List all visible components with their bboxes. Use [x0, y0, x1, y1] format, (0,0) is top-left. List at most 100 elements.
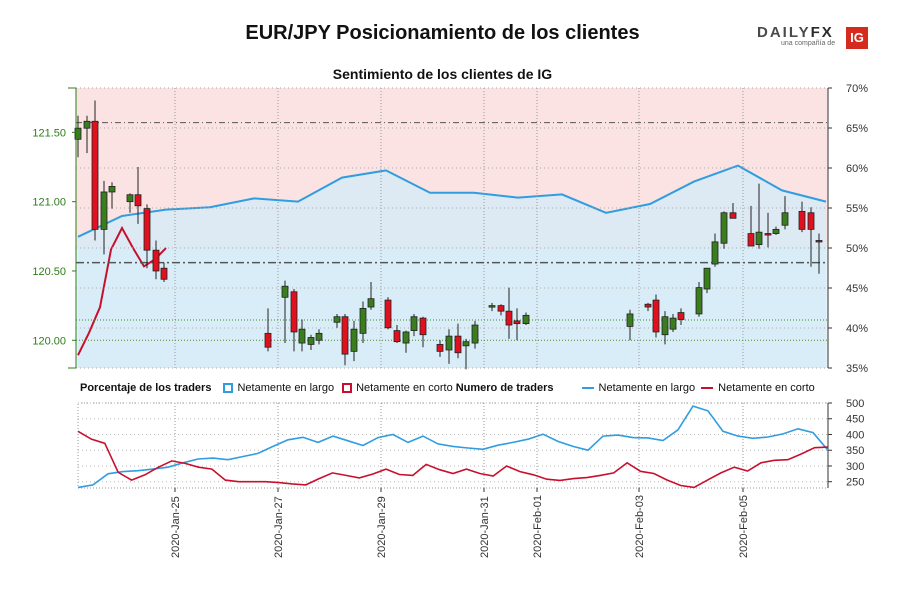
logo-tagline: una compañía de — [781, 40, 836, 47]
candle-body — [626, 313, 634, 327]
right-tick-label: 40% — [846, 323, 868, 335]
legend-number-long-line — [581, 387, 594, 389]
right-tick-label: 55% — [846, 203, 868, 215]
dailyfx-wordmark: DAILYFX — [757, 24, 834, 41]
legend-number-title: Numero de traders — [455, 382, 554, 394]
candle-body — [307, 337, 315, 345]
candle-body — [815, 240, 823, 243]
candle-body — [126, 194, 134, 203]
candle-body — [772, 228, 780, 234]
candle-body — [298, 328, 306, 344]
legend-percent-title: Porcentaje de los traders — [80, 382, 212, 394]
right-tick-label: 35% — [846, 363, 868, 375]
sub-right-tick-label: 250 — [846, 477, 864, 489]
left-tick-label: 120.00 — [32, 335, 66, 347]
legend-number-long: Netamente en largo — [598, 382, 696, 394]
right-tick-label: 45% — [846, 283, 868, 295]
candle-body — [497, 305, 505, 312]
candle-body — [454, 335, 462, 354]
legend-short-swatch — [342, 383, 353, 393]
right-tick-label: 60% — [846, 163, 868, 175]
candle-body — [143, 208, 151, 251]
candle-body — [669, 317, 677, 330]
x-tick-label: 2020-Feb-05 — [738, 495, 750, 558]
long-percent-area — [78, 165, 826, 368]
candle-body — [513, 320, 521, 325]
candle-body — [436, 344, 444, 352]
legend-percent-long: Netamente en largo — [237, 382, 335, 394]
short-traders-line — [77, 430, 829, 489]
candle-body — [290, 291, 298, 333]
candle-body — [747, 233, 755, 247]
candle-body — [471, 324, 479, 344]
candle-body — [108, 186, 116, 193]
candle-body — [91, 120, 99, 230]
x-tick-label: 2020-Feb-03 — [634, 495, 646, 558]
candle-body — [522, 314, 530, 325]
candle-body — [281, 285, 289, 298]
candle-body — [711, 241, 719, 265]
candle-body — [798, 210, 806, 230]
legend-long-swatch — [223, 383, 234, 393]
long-percent-line — [77, 164, 827, 238]
candle-body — [419, 317, 427, 336]
x-tick-label: 2020-Jan-27 — [273, 496, 285, 558]
right-tick-label: 50% — [846, 243, 868, 255]
left-tick-label: 121.50 — [32, 127, 66, 139]
right-tick-label: 70% — [846, 83, 868, 95]
candle-body — [264, 332, 272, 348]
candle-body — [83, 120, 91, 129]
candle-body — [755, 231, 763, 246]
chart-subtitle: Sentimiento de los clientes de IG — [332, 66, 553, 82]
candle-body — [152, 249, 160, 272]
candle-body — [652, 299, 660, 333]
chart-title: EUR/JPY Posicionamiento de los clientes — [245, 22, 640, 44]
legend-number-short-line — [701, 387, 714, 389]
candle-body — [134, 194, 142, 207]
candle-body — [488, 305, 496, 308]
legend-percent-short: Netamente en corto — [356, 382, 453, 394]
ig-logo-icon: IG — [846, 27, 868, 49]
candle-body — [367, 298, 375, 308]
candle-body — [410, 316, 418, 331]
candle-body — [100, 191, 108, 230]
x-tick-label: 2020-Jan-31 — [479, 496, 491, 558]
candle-body — [644, 303, 652, 308]
candle-body — [402, 331, 410, 344]
candle-body — [445, 335, 453, 351]
long-traders-line — [77, 405, 829, 489]
sub-right-tick-label: 350 — [846, 445, 864, 457]
chart-legend: Porcentaje de los traders Netamente en l… — [80, 380, 815, 396]
sub-right-tick-label: 450 — [846, 414, 864, 426]
candle-body — [677, 312, 685, 320]
candle-body — [505, 310, 513, 326]
candle-body — [74, 127, 82, 140]
candle-body — [695, 287, 703, 315]
candle-body — [462, 341, 470, 347]
right-tick-label: 65% — [846, 123, 868, 135]
candle-body — [781, 212, 789, 226]
x-tick-label: 2020-Jan-29 — [376, 496, 388, 558]
candle-body — [333, 316, 341, 323]
dailyfx-logo: DAILYFX una compañía de IG — [757, 24, 869, 50]
left-tick-label: 121.00 — [32, 197, 66, 209]
candle-body — [661, 316, 669, 336]
candle-body — [703, 267, 711, 290]
short-percent-line — [77, 225, 167, 356]
candle-body — [807, 212, 815, 230]
candle-body — [720, 212, 728, 244]
candle-body — [729, 212, 737, 219]
candle-body — [160, 267, 168, 280]
sub-right-tick-label: 500 — [846, 398, 864, 410]
candle-body — [350, 328, 358, 352]
x-tick-label: 2020-Jan-25 — [170, 496, 182, 558]
candle-body — [384, 299, 392, 329]
left-tick-label: 120.50 — [32, 266, 66, 278]
sub-right-tick-label: 300 — [846, 461, 864, 473]
candle-body — [764, 233, 772, 236]
candle-body — [341, 316, 349, 355]
candle-body — [359, 307, 367, 334]
candle-body — [315, 332, 323, 341]
legend-number-short: Netamente en corto — [718, 382, 815, 394]
